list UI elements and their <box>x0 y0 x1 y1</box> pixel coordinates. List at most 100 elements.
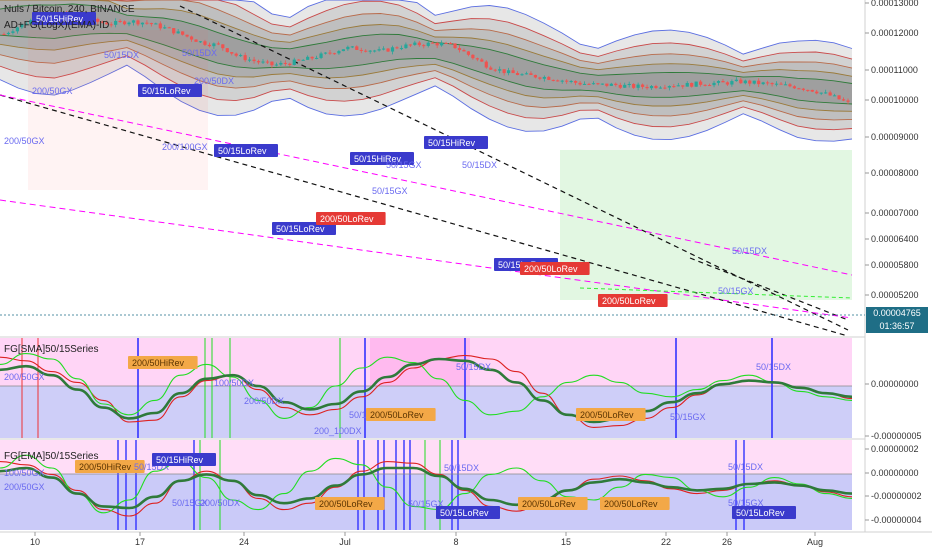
candle-body <box>194 39 198 42</box>
candle-body <box>524 73 529 75</box>
candle-body <box>24 23 28 25</box>
price-signal-label: 50/15HiRev <box>428 138 476 148</box>
candle-body <box>716 81 721 83</box>
candle-body <box>529 73 533 75</box>
candle-body <box>538 77 542 79</box>
candle-body <box>591 83 596 85</box>
candle-body <box>788 84 792 87</box>
candle-body <box>359 49 363 51</box>
ema-signal-label-group: 100/50GX <box>4 468 45 478</box>
envelope-line <box>0 0 853 55</box>
sma-signal-label-box <box>576 408 646 421</box>
candle-body <box>346 46 350 50</box>
candle-body <box>149 23 153 25</box>
ema-signal-label: 50/15LoRev <box>736 508 785 518</box>
candle-body <box>681 85 685 87</box>
candle-body <box>131 20 136 23</box>
sma-signal-label-group: 200/50HiRev <box>128 356 198 369</box>
candle-body <box>341 49 345 52</box>
ema-axis-label: 0.00000002 <box>871 444 919 454</box>
envelope-band <box>0 0 852 120</box>
price-signal-label: 200/100GX <box>162 142 208 152</box>
price-signal-label-group: 50/15LoRev <box>138 84 202 97</box>
candle-body <box>332 53 337 55</box>
candle-body <box>761 82 765 85</box>
ema-signal-label: 50/15DX <box>134 462 169 472</box>
candle-body <box>230 52 234 54</box>
ema-signal-label-box <box>600 497 670 510</box>
sma-series-line <box>0 357 853 424</box>
candle-body <box>703 84 707 86</box>
candle-body <box>118 20 122 22</box>
candle-body <box>515 73 520 76</box>
candle-body <box>627 83 631 85</box>
candle-body <box>29 20 33 24</box>
candle-body <box>310 56 314 59</box>
ema-signal-label-group: 200/50DX <box>200 498 240 508</box>
time-axis-label: 26 <box>722 537 732 547</box>
candle-body <box>739 79 743 84</box>
candle-body <box>658 87 663 89</box>
candle-body <box>408 44 412 46</box>
fg-sma-title: FG[SMA]50/15Series <box>4 344 99 355</box>
price-signal-label: 50/15DX <box>182 48 217 58</box>
candle-body <box>819 92 823 94</box>
time-axis-label: 10 <box>30 537 40 547</box>
ema-signal-label-group: 50/15DX <box>444 463 479 473</box>
candle-body <box>413 42 417 45</box>
price-signal-label: 50/15LoRev <box>142 86 191 96</box>
candle-body <box>600 83 604 85</box>
price-signal-label: 200/50LoRev <box>320 214 374 224</box>
candle-body <box>314 57 319 59</box>
candle-body <box>609 83 613 86</box>
candle-body <box>297 59 301 61</box>
price-signal-label-group: 50/15DX <box>104 50 139 60</box>
price-signal-label: 50/15DX <box>732 246 767 256</box>
candle-body <box>699 81 703 85</box>
candle-body <box>355 46 359 50</box>
price-axis-label: 0.00005800 <box>871 260 919 270</box>
candle-body <box>770 83 774 85</box>
candle-body <box>225 48 229 53</box>
ema-signal-label: 100/50GX <box>4 468 45 478</box>
candle-body <box>587 83 591 85</box>
candle-body <box>163 27 167 29</box>
candle-body <box>337 51 341 54</box>
candle-body <box>672 86 676 88</box>
candle-body <box>390 47 395 52</box>
candle-body <box>140 22 145 25</box>
ema-signal-label: 200/50LoRev <box>319 499 373 509</box>
time-axis-label: 17 <box>135 537 145 547</box>
ema-series-line <box>0 461 853 517</box>
price-signal-label-group: 200/50LoRev <box>598 294 668 307</box>
candle-body <box>127 22 131 25</box>
time-axis-label: 24 <box>239 537 249 547</box>
candle-body <box>122 21 127 25</box>
candle-body <box>207 44 212 47</box>
sma-signal-label-group: 200/50GX <box>4 372 45 382</box>
sma-pink-spike <box>370 338 470 386</box>
trendline-magenta <box>0 199 853 319</box>
candle-body <box>172 28 176 34</box>
ema-signal-label-box <box>75 460 145 473</box>
price-signal-label-group: 200/50GX <box>4 136 45 146</box>
price-signal-label-group: 50/15LoRev <box>214 144 278 157</box>
sma-signal-label: 100/50DX <box>214 378 254 388</box>
candle-body <box>489 67 493 70</box>
candle-body <box>306 56 310 60</box>
candle-body <box>301 59 305 61</box>
candle-body <box>323 52 328 54</box>
candle-body <box>6 32 11 35</box>
price-signal-label-group: 50/15GX <box>386 160 422 170</box>
sma-signal-label: 50/15DX <box>456 362 491 372</box>
ema-axis-label: 0.00000000 <box>871 468 919 478</box>
candle-body <box>248 59 252 61</box>
candle-body <box>783 84 788 86</box>
price-signal-label: 50/15GX <box>386 160 422 170</box>
candle-body <box>779 83 783 85</box>
candle-body <box>145 22 149 24</box>
candle-body <box>373 50 377 52</box>
price-signal-label-box <box>316 212 386 225</box>
price-signal-label-group: 50/15DX <box>732 246 767 256</box>
